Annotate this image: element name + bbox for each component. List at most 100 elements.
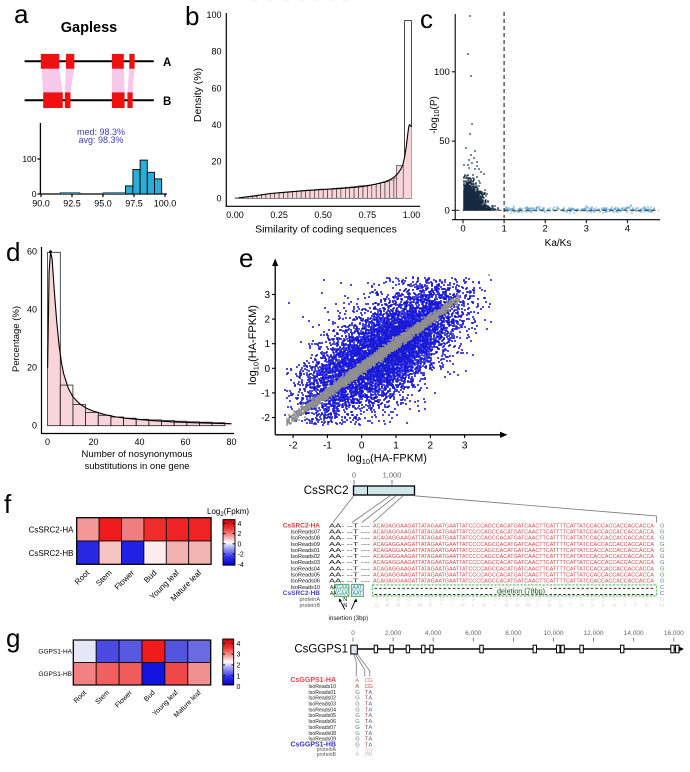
svg-text:100.0: 100.0 <box>154 199 177 209</box>
svg-text:A: A <box>355 684 359 690</box>
svg-text:deletion (78bp): deletion (78bp) <box>497 587 545 596</box>
svg-text:1: 1 <box>501 224 506 235</box>
svg-text:T: T <box>365 743 369 749</box>
svg-text:ACAGAGGAAGATTATAGAATGAATTATCCC: ACAGAGGAAGATTATAGAATGAATTATCCCCAGCCACATG… <box>373 529 654 535</box>
svg-text:S: S <box>602 597 606 603</box>
svg-text:D: D <box>537 597 541 603</box>
svg-text:avg: 98.3%: avg: 98.3% <box>78 135 123 145</box>
svg-text:T: T <box>375 597 379 603</box>
svg-text:M: M <box>418 603 423 609</box>
svg-text:Flower: Flower <box>114 689 134 709</box>
svg-text:A: A <box>368 713 372 719</box>
svg-text:P: P <box>634 603 638 609</box>
svg-text:IsoReads04: IsoReads04 <box>291 566 320 572</box>
svg-text:N: N <box>343 603 347 609</box>
svg-text:G: G <box>660 579 665 585</box>
svg-text:Number of nosynonymous: Number of nosynonymous <box>82 449 193 460</box>
svg-text:GAA: GAA <box>337 591 348 597</box>
svg-text:b: b <box>185 1 199 31</box>
svg-text:G: G <box>355 725 360 731</box>
svg-text:Q: Q <box>375 603 380 609</box>
svg-text:CsGGPS1: CsGGPS1 <box>294 644 348 656</box>
svg-text:IsoReads09: IsoReads09 <box>308 737 336 743</box>
svg-text:*: * <box>569 603 572 609</box>
svg-text:IsoReads06: IsoReads06 <box>308 719 336 725</box>
svg-text:IsoReads09: IsoReads09 <box>291 542 320 548</box>
svg-text:proteinB: proteinB <box>300 603 321 609</box>
svg-text:0: 0 <box>216 193 221 203</box>
svg-text:AA- --T ---: AA- --T --- <box>329 554 370 560</box>
svg-text:2: 2 <box>264 315 270 326</box>
svg-text:L: L <box>558 597 561 603</box>
svg-text:20: 20 <box>88 437 98 447</box>
svg-text:d: d <box>6 237 20 267</box>
svg-text:*: * <box>440 603 443 609</box>
svg-text:Stem: Stem <box>95 689 112 706</box>
svg-text:1,000: 1,000 <box>383 471 402 480</box>
svg-text:substitutions in one gene: substitutions in one gene <box>84 461 189 472</box>
svg-text:40: 40 <box>134 437 144 447</box>
svg-text:AA- --T ---: AA- --T --- <box>329 529 370 535</box>
svg-text:100: 100 <box>434 67 450 78</box>
svg-text:IsoReads10: IsoReads10 <box>291 585 320 591</box>
svg-text:IsoReads06: IsoReads06 <box>291 579 320 585</box>
svg-text:Root: Root <box>73 568 92 587</box>
svg-text:N: N <box>450 597 454 603</box>
svg-text:4: 4 <box>238 521 242 528</box>
svg-text:T: T <box>569 597 573 603</box>
svg-text:IsoReads01: IsoReads01 <box>291 548 320 554</box>
svg-text:a: a <box>14 0 29 29</box>
svg-text:A: A <box>368 707 372 713</box>
svg-text:4: 4 <box>625 224 630 235</box>
svg-text:F: F <box>602 603 606 609</box>
svg-text:G: G <box>355 696 360 702</box>
svg-text:G: G <box>660 560 665 566</box>
svg-text:S: S <box>365 747 369 753</box>
svg-text:S: S <box>558 603 562 609</box>
svg-text:0.00: 0.00 <box>226 210 244 220</box>
svg-text:0: 0 <box>352 471 356 480</box>
svg-text:AA: AA <box>330 585 337 591</box>
svg-text:Stem: Stem <box>94 568 114 588</box>
svg-text:log10(HA-FPKM): log10(HA-FPKM) <box>347 453 427 467</box>
svg-text:ACAGAGGAAGATTATAGAATGAATTATCCC: ACAGAGGAAGATTATAGAATGAATTATCCCCAGCCACATG… <box>373 579 654 585</box>
svg-text:C: C <box>660 585 664 591</box>
svg-text:P: P <box>461 603 465 609</box>
svg-text:IsoReads07: IsoReads07 <box>308 725 336 731</box>
svg-text:C: C <box>365 678 369 684</box>
svg-text:f: f <box>4 489 12 519</box>
svg-text:A: A <box>368 731 372 737</box>
svg-text:G: G <box>355 737 360 743</box>
svg-text:0: 0 <box>45 437 50 447</box>
svg-text:0: 0 <box>359 441 365 452</box>
svg-text:A: A <box>368 690 372 696</box>
svg-text:G: G <box>660 554 665 560</box>
svg-text:G: G <box>660 566 665 572</box>
svg-text:IsoReads03: IsoReads03 <box>308 702 336 708</box>
svg-text:Gapless: Gapless <box>61 20 117 36</box>
svg-text:Flower: Flower <box>113 568 137 592</box>
svg-text:AA- --T ---: AA- --T --- <box>329 566 370 572</box>
svg-text:20: 20 <box>27 363 37 373</box>
svg-text:0.25: 0.25 <box>270 210 288 220</box>
svg-text:8,000: 8,000 <box>505 630 522 637</box>
svg-text:100: 100 <box>22 154 36 164</box>
svg-text:G: G <box>355 713 360 719</box>
svg-text:97.5: 97.5 <box>125 199 143 209</box>
svg-text:-1: -1 <box>323 441 332 452</box>
svg-text:2,000: 2,000 <box>385 630 402 637</box>
svg-text:I: I <box>407 603 409 609</box>
svg-text:AAT: AAT <box>352 585 362 591</box>
svg-text:14,000: 14,000 <box>624 630 644 637</box>
svg-text:D: D <box>407 597 411 603</box>
svg-text:T: T <box>355 747 359 753</box>
svg-text:G: G <box>355 702 360 708</box>
svg-text:G: G <box>355 690 360 696</box>
svg-text:A: A <box>355 752 359 758</box>
svg-text:c: c <box>420 4 433 34</box>
svg-text:GAA: GAA <box>337 585 348 591</box>
svg-text:CsSRC2-HA: CsSRC2-HA <box>29 526 75 535</box>
svg-text:60: 60 <box>27 247 37 257</box>
svg-text:A: A <box>163 57 171 69</box>
svg-text:60: 60 <box>211 83 221 93</box>
